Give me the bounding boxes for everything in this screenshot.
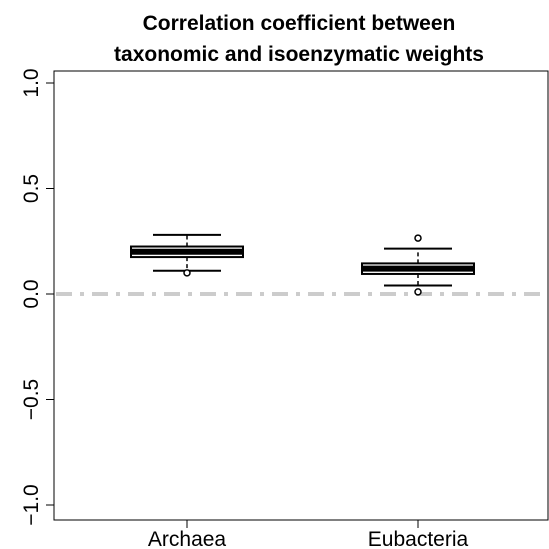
outlier-point	[414, 288, 422, 296]
boxes	[130, 233, 475, 296]
box-eubacteria	[361, 234, 475, 296]
y-tick-label: −1.0	[20, 484, 43, 525]
x-axis: Archaea Eubacteria	[148, 520, 469, 549]
chart-title-line-2: taxonomic and isoenzymatic weights	[114, 43, 484, 66]
x-category-label: Archaea	[148, 528, 227, 549]
box-archaea	[130, 233, 244, 277]
y-tick-label: 0.0	[20, 279, 43, 308]
y-tick-label: −0.5	[20, 379, 43, 420]
y-tick-label: 1.0	[20, 68, 43, 97]
y-axis: 1.0 0.5 0.0 −0.5 −1.0	[20, 68, 54, 526]
outlier-point	[183, 269, 191, 277]
chart-title-line-1: Correlation coefficient between	[143, 12, 456, 35]
chart-title: Correlation coefficient between taxonomi…	[114, 12, 484, 66]
outlier-point	[414, 234, 422, 242]
y-tick-label: 0.5	[20, 174, 43, 203]
x-category-label: Eubacteria	[368, 528, 469, 549]
plot-area-frame	[53, 70, 549, 521]
